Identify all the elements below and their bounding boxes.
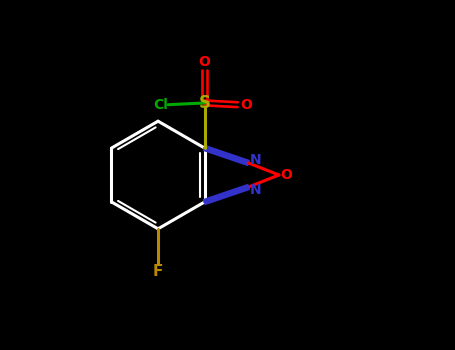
- Text: Cl: Cl: [153, 98, 168, 112]
- Text: O: O: [240, 98, 252, 112]
- Text: N: N: [250, 183, 262, 197]
- Text: N: N: [250, 153, 262, 167]
- Text: O: O: [281, 168, 293, 182]
- Text: F: F: [153, 264, 163, 279]
- Text: S: S: [199, 94, 211, 112]
- Text: O: O: [199, 55, 211, 69]
